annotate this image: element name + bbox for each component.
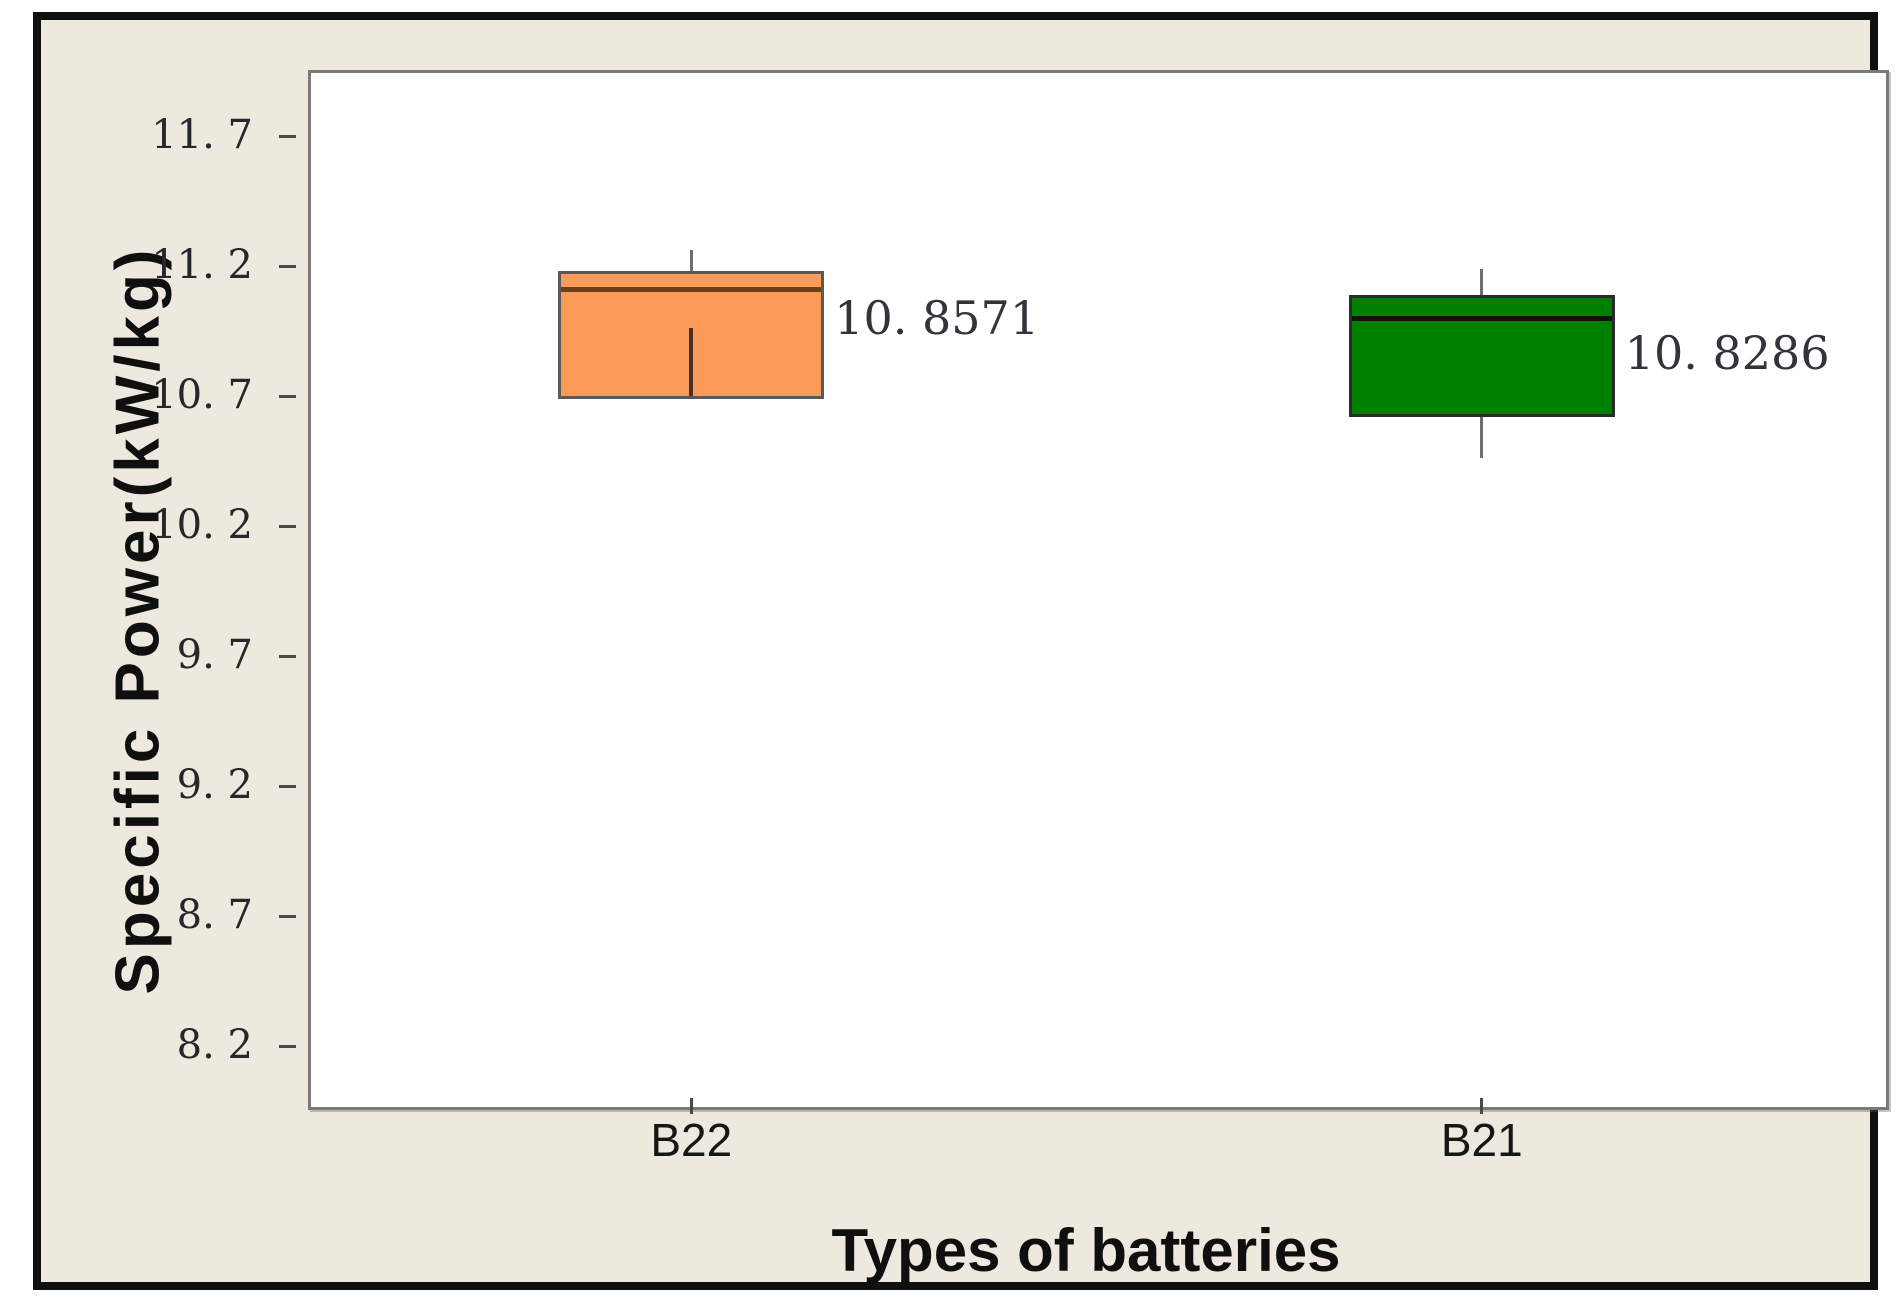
y-tick-label: 11. 2 xyxy=(151,242,253,289)
median-line xyxy=(561,287,822,293)
upper-whisker xyxy=(689,250,693,272)
lower-whisker xyxy=(1480,416,1484,459)
x-tick-mark xyxy=(689,1098,693,1114)
y-axis-title: Specific Power(kW/kg) xyxy=(103,245,173,995)
y-tick-label: 9. 2 xyxy=(176,762,253,809)
x-axis-title: Types of batteries xyxy=(831,1217,1341,1284)
y-tick-mark xyxy=(279,524,296,528)
y-tick-label: 11. 7 xyxy=(151,112,253,159)
y-tick-label: 9. 7 xyxy=(176,632,253,679)
median-line xyxy=(1351,316,1612,321)
y-tick-label: 10. 2 xyxy=(151,502,253,549)
mean-value-label: 10. 8571 xyxy=(834,291,1040,345)
chart-panel: Specific Power(kW/kg) Types of batteries… xyxy=(33,12,1889,1290)
box-B21 xyxy=(1348,294,1615,417)
y-tick-label: 8. 7 xyxy=(176,892,253,939)
y-tick-mark xyxy=(279,264,296,268)
y-tick-mark xyxy=(279,1044,296,1048)
y-tick-label: 10. 7 xyxy=(151,372,253,419)
y-tick-label: 8. 2 xyxy=(176,1022,253,1069)
mean-value-label: 10. 8286 xyxy=(1624,326,1830,381)
x-category-label: B21 xyxy=(1440,1114,1523,1166)
y-tick-mark xyxy=(279,134,296,138)
x-category-label: B22 xyxy=(650,1114,733,1166)
x-tick-mark xyxy=(1480,1098,1484,1114)
y-tick-mark xyxy=(279,394,296,398)
upper-whisker xyxy=(1480,268,1484,295)
y-tick-mark xyxy=(279,914,296,918)
inner-whisker-line xyxy=(689,328,694,396)
plot-area xyxy=(308,70,1889,1110)
y-tick-mark xyxy=(279,654,296,658)
y-tick-mark xyxy=(279,784,296,788)
